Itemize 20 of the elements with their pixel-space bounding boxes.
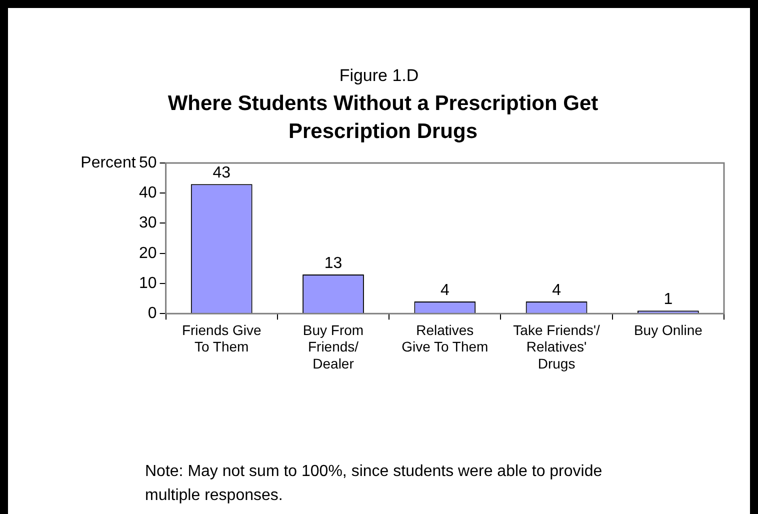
x-tick-label: Take Friends'/ Relatives' Drugs	[513, 322, 600, 372]
chart-title: Where Students Without a Prescription Get Prescription Drugs	[166, 91, 600, 145]
data-label: 1	[664, 290, 673, 308]
x-tick-label: Relatives Give To Them	[402, 322, 488, 355]
y-tick-label: 50	[139, 154, 157, 172]
chart-subtitle: Figure 1.D	[338, 66, 420, 86]
y-tick-label: 30	[139, 214, 157, 232]
y-tick-label: 40	[139, 184, 157, 202]
y-axis-title: Percent	[80, 154, 136, 172]
x-tick-label: Friends Give To Them	[182, 322, 262, 355]
text: Note: May not sum to 100%, since students were able to provide multiple responses.	[145, 462, 604, 506]
data-label: 43	[212, 164, 231, 182]
y-tick-label: 10	[139, 274, 157, 292]
x-tick-label: Buy Online	[634, 322, 703, 338]
data-label: 4	[440, 282, 450, 299]
y-tick-label: 20	[139, 244, 157, 262]
y-tick-label: 0	[148, 305, 157, 322]
x-tick-label: Buy From Friends/ Dealer	[302, 322, 364, 372]
data-label: 4	[552, 282, 562, 299]
data-label: 13	[324, 254, 342, 272]
